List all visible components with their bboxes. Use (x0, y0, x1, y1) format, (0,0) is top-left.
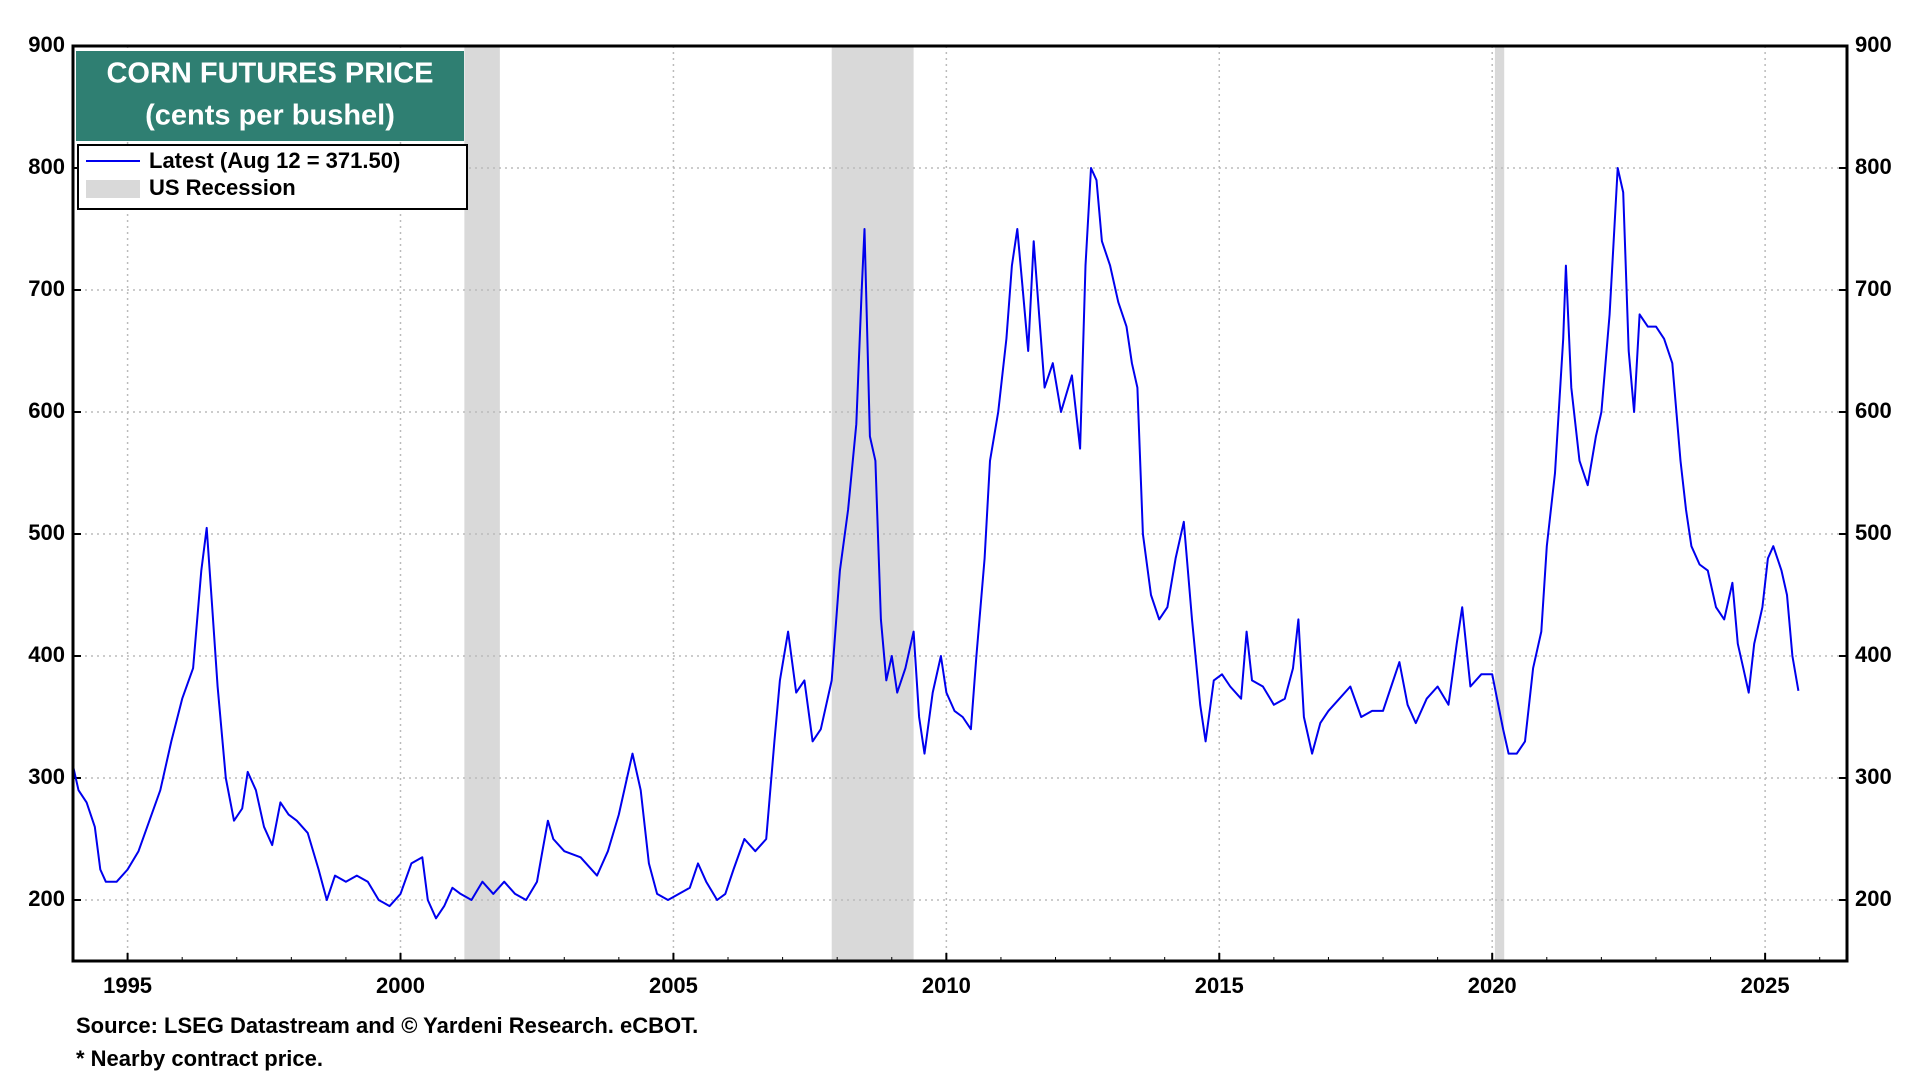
legend-label: Latest (Aug 12 = 371.50) (149, 148, 400, 173)
y-tick-label: 500 (28, 520, 65, 545)
data-line (72, 167, 1800, 920)
y-tick-label: 600 (28, 398, 65, 423)
y-tick-label: 400 (28, 642, 65, 667)
y-tick-label: 900 (28, 32, 65, 57)
title-box (76, 51, 464, 141)
x-tick-label: 2020 (1468, 973, 1517, 998)
chart-title: CORN FUTURES PRICE (106, 58, 433, 90)
recession-band (831, 46, 914, 961)
legend-swatch (86, 180, 140, 198)
y2-tick-label: 700 (1855, 276, 1892, 301)
x-tick-label: 2025 (1741, 973, 1790, 998)
plot-frame (71, 44, 1849, 963)
x-tick-label: 1995 (103, 973, 152, 998)
chart-subtitle: (cents per bushel) (145, 100, 395, 132)
y2-tick-label: 800 (1855, 154, 1892, 179)
y2-tick-label: 400 (1855, 642, 1892, 667)
x-tick-label: 2015 (1195, 973, 1244, 998)
y2-tick-label: 900 (1855, 32, 1892, 57)
x-tick-label: 2010 (922, 973, 971, 998)
x-tick-label: 2005 (649, 973, 698, 998)
source-note: Source: LSEG Datastream and © Yardeni Re… (76, 1013, 698, 1038)
recession-band (1494, 46, 1505, 961)
legend-label: US Recession (149, 175, 296, 200)
y-tick-label: 200 (28, 886, 65, 911)
y-tick-label: 700 (28, 276, 65, 301)
y2-tick-label: 500 (1855, 520, 1892, 545)
y2-tick-label: 200 (1855, 886, 1892, 911)
footnote: * Nearby contract price. (76, 1046, 323, 1071)
y2-tick-label: 600 (1855, 398, 1892, 423)
y-tick-label: 800 (28, 154, 65, 179)
y2-tick-label: 300 (1855, 764, 1892, 789)
y-tick-label: 300 (28, 764, 65, 789)
x-tick-label: 2000 (376, 973, 425, 998)
legend-box (77, 144, 468, 210)
recession-band (464, 46, 500, 961)
